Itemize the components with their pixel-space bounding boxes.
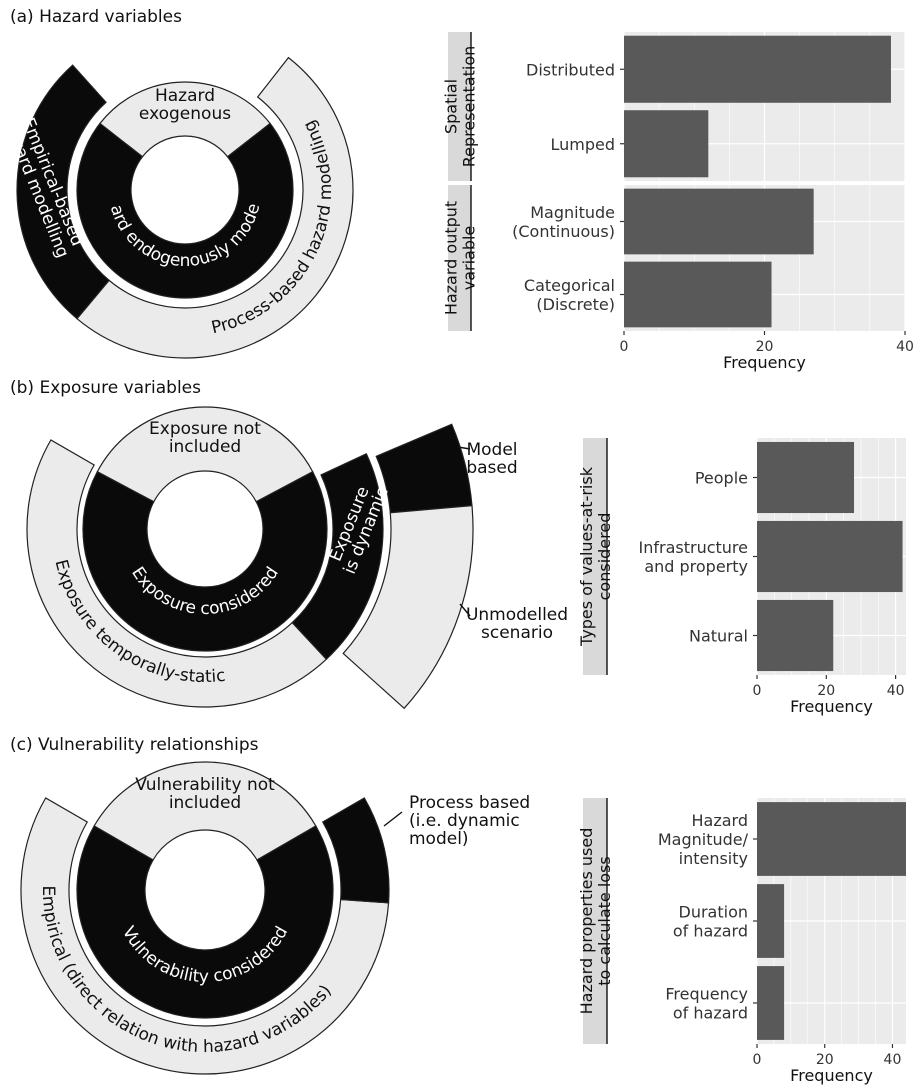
x-tick-label: 0 <box>753 1052 762 1068</box>
outer-segment-process-based <box>321 797 390 904</box>
label-hazard-exogenous: Hazard exogenous <box>139 86 231 124</box>
x-tick-label: 40 <box>896 339 914 355</box>
inner-segment-vulnerability-not-included <box>93 761 317 861</box>
x-axis-title: Frequency <box>723 353 806 372</box>
category-label: Categorical (Discrete) <box>524 276 615 314</box>
inner-segment-vulnerability-considered <box>76 825 334 1019</box>
x-tick-label: 40 <box>887 683 905 699</box>
facet-strip-label: Hazard outputvariable <box>442 201 479 315</box>
category-label: Duration of hazard <box>673 903 748 941</box>
inner-segment-exposure-considered <box>82 470 328 652</box>
label-process-based-c: Process based (i.e. dynamic model) <box>409 793 530 849</box>
bar <box>757 441 855 514</box>
x-tick-label: 20 <box>756 339 774 355</box>
x-tick-label: 40 <box>884 1052 902 1068</box>
category-label: Lumped <box>550 135 615 154</box>
category-label: Frequency of hazard <box>665 985 748 1023</box>
bar <box>624 110 709 178</box>
category-label: Magnitude (Continuous) <box>512 203 615 241</box>
bar <box>757 802 906 876</box>
panel-b-title: (b) Exposure variables <box>10 378 201 398</box>
category-label: People <box>695 469 748 488</box>
middle-segment-exposure-dynamic <box>291 452 384 661</box>
bar <box>757 599 834 672</box>
x-tick-label: 0 <box>620 339 629 355</box>
bar-chart-hazard: Distributed Lumped SpatialRepresentation Ma… <box>442 32 914 372</box>
bar <box>624 188 814 255</box>
middle-segment-exposure-static <box>26 439 328 708</box>
facet-strip <box>448 32 471 181</box>
panel-c-title: (c) Vulnerability relationships <box>10 735 259 755</box>
label-model-based: Model based <box>466 440 517 478</box>
x-tick-label: 20 <box>816 1052 834 1068</box>
facet-strip <box>448 185 471 331</box>
x-axis-title: Frequency <box>790 697 873 716</box>
label-exposure-not-included: Exposure not included <box>149 419 261 457</box>
outer-segment-model-based <box>375 423 473 514</box>
inner-segment-hazard-exogenous <box>99 81 271 158</box>
facet-strip-label: SpatialRepresentation <box>442 46 479 168</box>
x-axis-title: Frequency <box>790 1066 873 1085</box>
facet-strip-label: Hazard properties usedto calculate loss <box>577 828 614 1015</box>
label-vulnerability-not-included: Vulnerability not included <box>135 775 275 813</box>
label-unmodelled: Unmodelled scenario <box>466 605 568 643</box>
leader-unmodelled <box>459 603 471 617</box>
facet-strip-label: Types of values-at-riskconsidered <box>577 466 614 647</box>
outer-segment-process-based <box>76 56 354 359</box>
leader-process-based <box>383 811 403 827</box>
x-tick-label: 20 <box>817 683 835 699</box>
category-label: Natural <box>689 627 748 646</box>
inner-segment-exposure-not-included <box>96 406 314 503</box>
outer-segment-empirical <box>20 797 390 1075</box>
bar <box>624 35 891 103</box>
category-label: Distributed <box>526 60 615 79</box>
bar-chart-vulnerability: Hazard Magnitude/intensity Duration of haza… <box>577 798 906 1085</box>
facet-strip <box>583 798 607 1044</box>
facet-strip <box>583 438 607 675</box>
bar <box>624 261 772 328</box>
bar <box>757 520 903 593</box>
bar <box>757 884 785 958</box>
category-label: Hazard Magnitude/intensity <box>658 811 749 868</box>
leader-model-based <box>457 446 471 450</box>
outer-segment-unmodelled <box>342 504 474 710</box>
bar-chart-exposure: People Infrastructure and property Natural T… <box>577 438 906 716</box>
x-tick-label: 0 <box>753 683 762 699</box>
inner-segment-hazard-endogenous <box>76 122 294 299</box>
outer-segment-empirical-based <box>16 64 110 320</box>
sunburst-hazard: HazardexogenousHazard endogenously model… <box>0 0 354 359</box>
category-label: Infrastructure and property <box>639 538 748 576</box>
panel-a-title: (a) Hazard variables <box>10 7 182 27</box>
bar <box>757 966 785 1040</box>
